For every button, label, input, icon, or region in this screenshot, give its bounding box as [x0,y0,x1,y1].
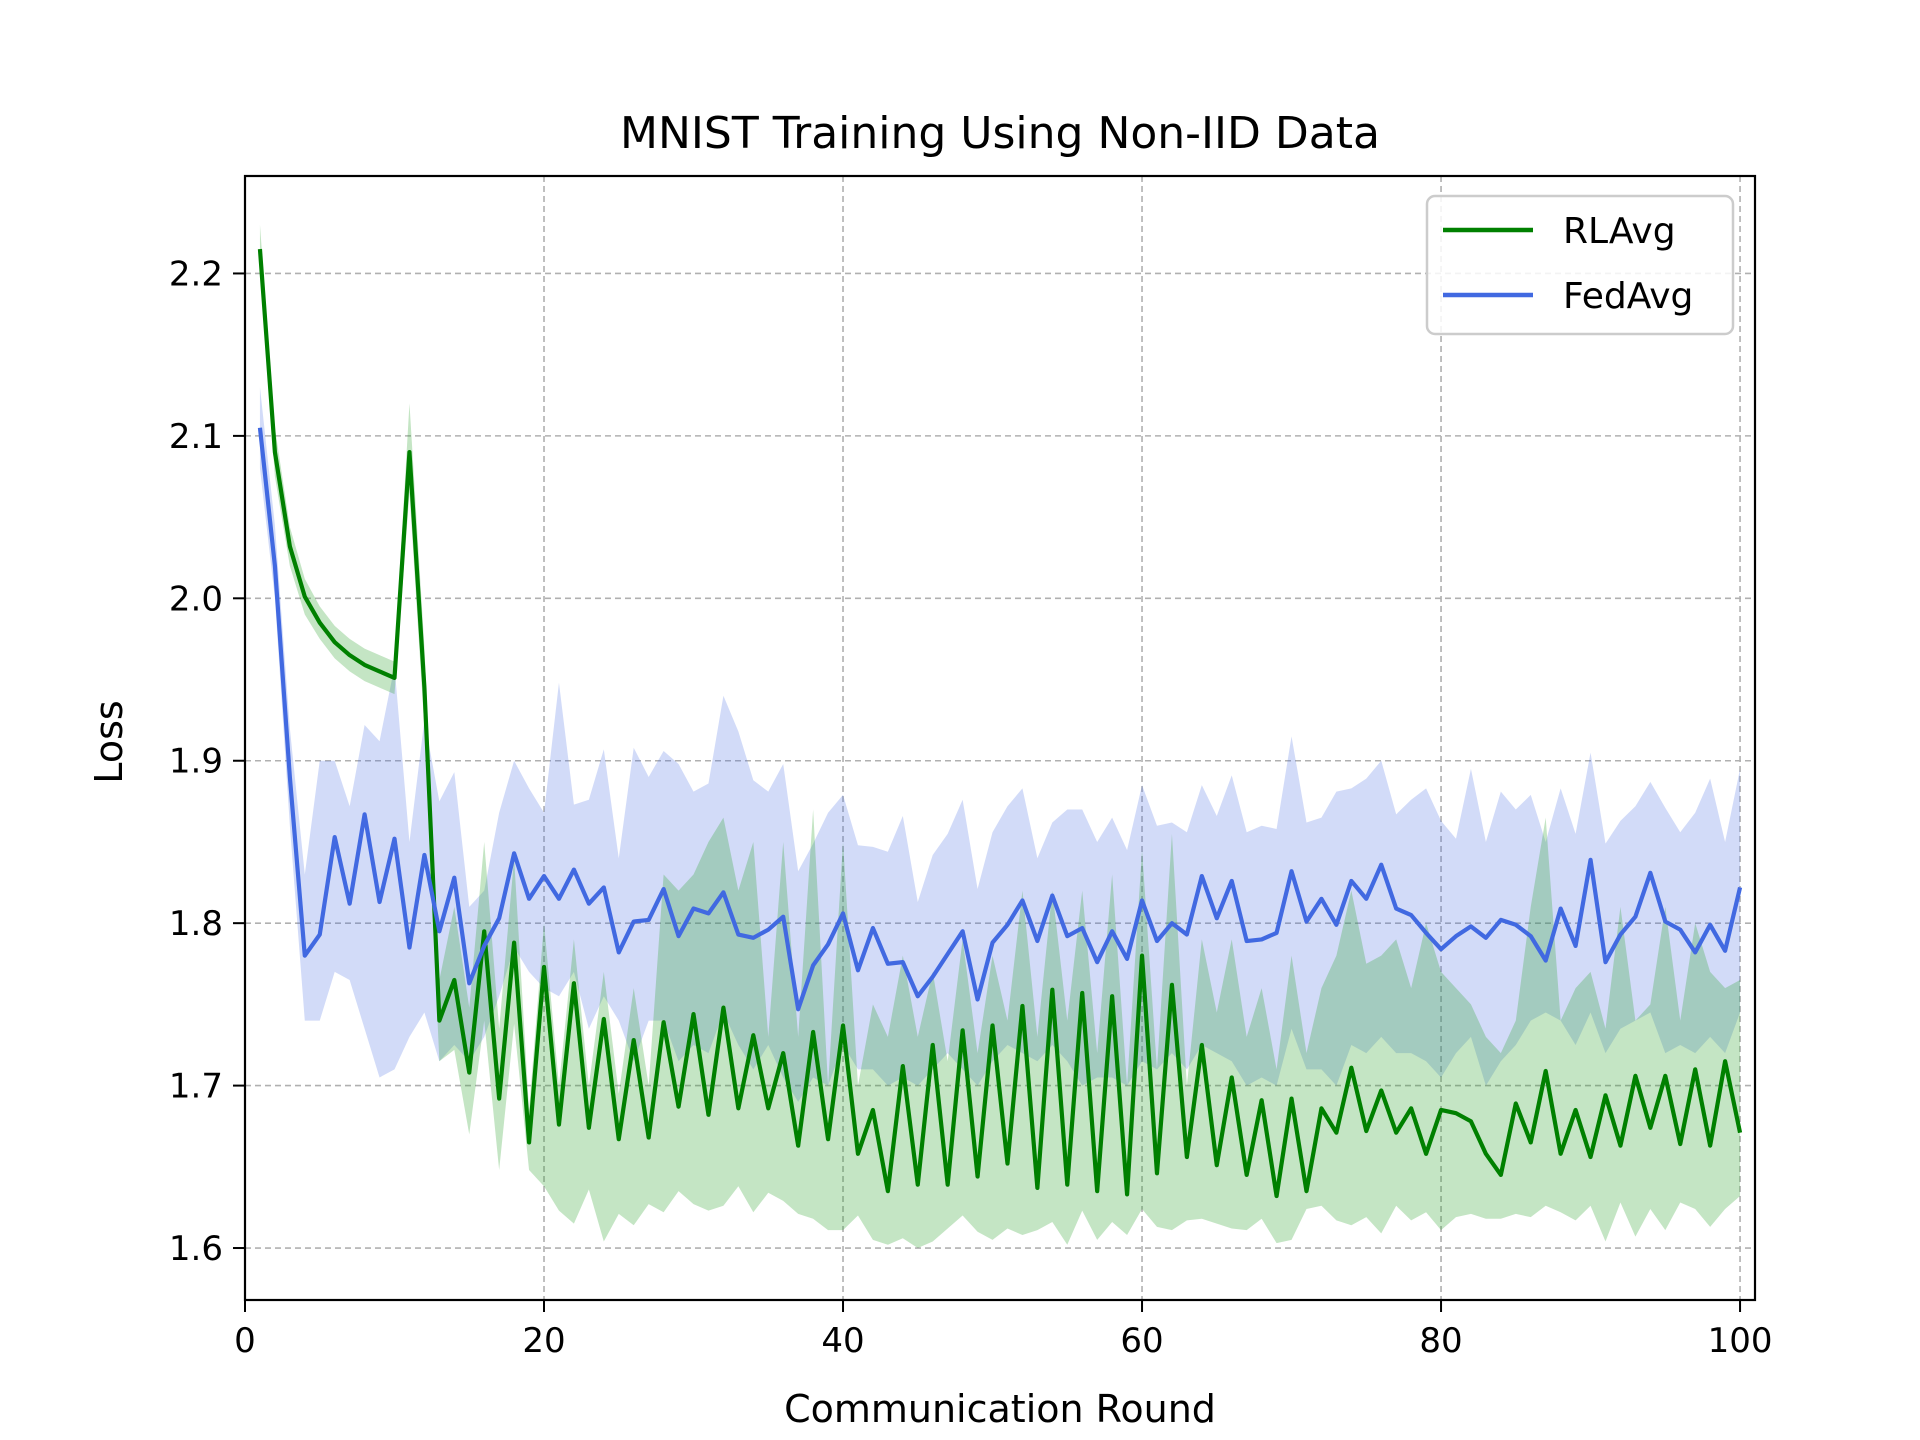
y-tick-label: 1.9 [169,742,223,782]
y-tick-label: 2.0 [169,579,223,619]
band-rlavg [259,224,1741,1249]
y-tick-label: 1.7 [169,1067,223,1107]
y-axis-ticks: 1.6 1.7 1.8 1.9 2.0 2.1 2.2 [169,254,245,1269]
line-fedavg [257,427,1743,1012]
chart-title: MNIST Training Using Non-IID Data [620,108,1380,159]
plot-frame [243,174,1757,1302]
x-tick-label: 20 [522,1321,565,1361]
x-tick-label: 40 [821,1321,864,1361]
y-tick-label: 1.6 [169,1229,223,1269]
x-axis-ticks: 0 20 40 60 80 100 [234,1300,1773,1361]
legend-label-fedavg: FedAvg [1563,276,1693,317]
y-axis-label: Loss [87,700,131,783]
y-tick-label: 1.8 [169,904,223,944]
confidence-bands [259,224,1741,1249]
x-tick-label: 0 [234,1321,256,1361]
x-tick-label: 100 [1708,1321,1773,1361]
line-rlavg [257,248,1743,1199]
y-tick-label: 2.1 [169,417,223,457]
x-tick-label: 60 [1120,1321,1163,1361]
x-axis-label: Communication Round [784,1387,1216,1431]
series-lines [257,248,1743,1199]
y-tick-label: 2.2 [169,254,223,294]
x-tick-label: 80 [1419,1321,1462,1361]
legend-label-rlavg: RLAvg [1563,211,1676,252]
legend: RLAvg FedAvg [1425,194,1735,336]
band-fedavg [259,387,1741,1102]
